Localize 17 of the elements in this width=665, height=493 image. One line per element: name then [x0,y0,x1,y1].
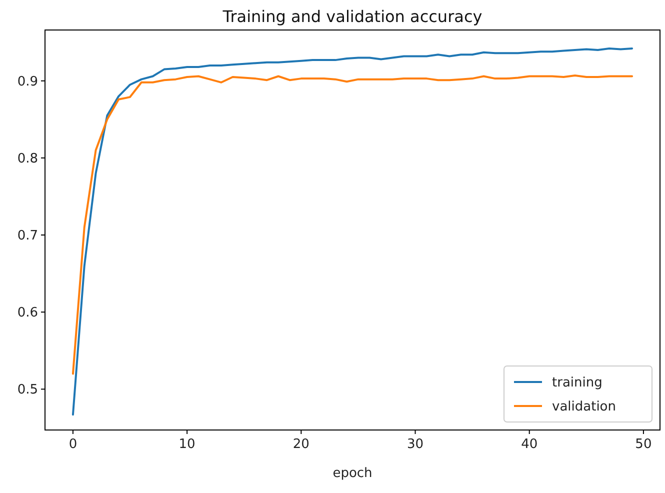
x-tick-label: 0 [68,437,78,452]
y-tick-label: 0.9 [17,74,38,90]
legend-label: validation [552,400,616,415]
x-tick-label: 10 [178,437,196,452]
x-tick-label: 40 [521,437,538,452]
y-tick-label: 0.8 [17,151,38,166]
line-series [72,47,634,416]
chart-title: Training and validation accuracy [222,7,482,26]
line-series [72,74,634,375]
y-tick-label: 0.7 [17,228,38,244]
x-tick-label: 20 [292,437,310,452]
x-tick-label: 30 [406,437,424,452]
y-tick-label: 0.5 [17,382,38,398]
y-tick-label: 0.6 [17,306,38,321]
legend-label: training [552,376,602,391]
x-axis-title: epoch [332,466,372,481]
x-tick-label: 50 [635,437,652,452]
